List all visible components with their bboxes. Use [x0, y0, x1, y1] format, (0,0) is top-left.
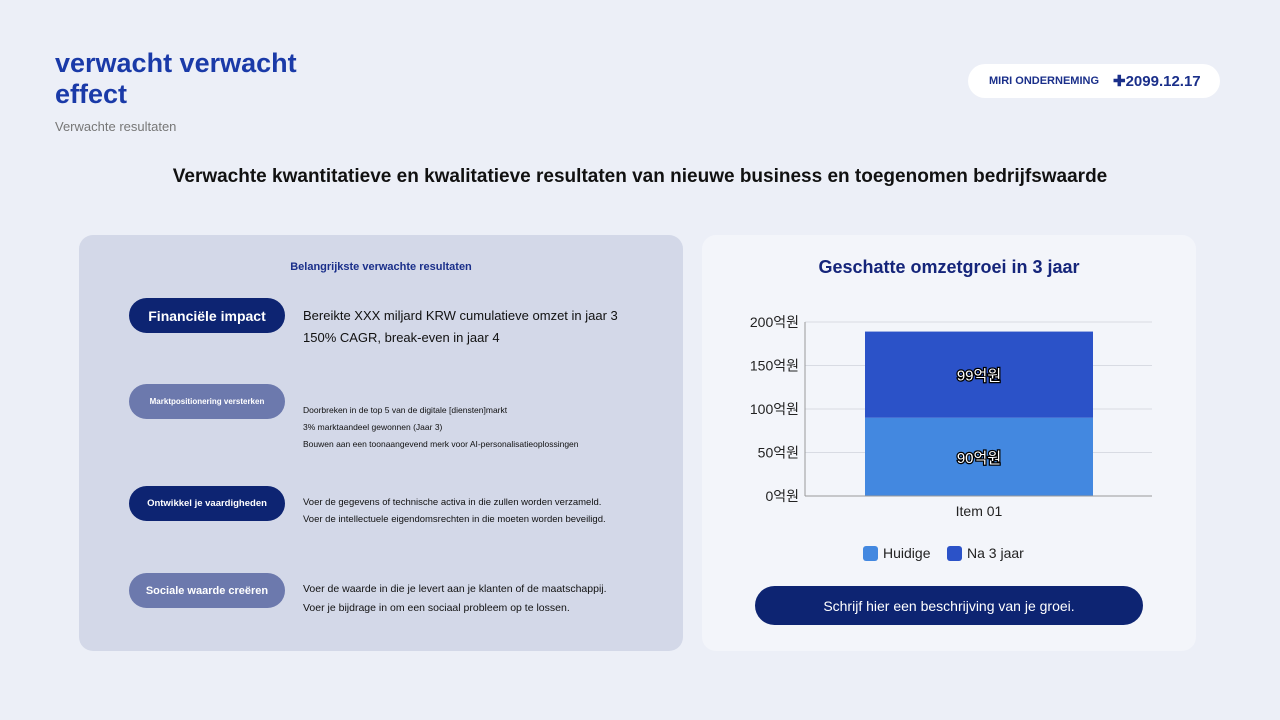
headline: Verwachte kwantitatieve en kwalitatieve …: [172, 166, 1108, 187]
y-tick-label: 50억원: [758, 445, 799, 461]
desc-line: 3% marktaandeel gewonnen (Jaar 3): [303, 422, 443, 432]
legend-label: Na 3 jaar: [967, 545, 1024, 561]
y-tick-label: 150억원: [750, 358, 799, 374]
desc-line: Doorbreken in de top 5 van de digitale […: [303, 405, 508, 415]
pill-market: Marktpositionering versterken: [129, 384, 285, 419]
y-tick-label: 100억원: [750, 401, 799, 417]
desc-skills: Voer de gegevens of technische activa in…: [303, 494, 606, 528]
desc-line: 150% CAGR, break-even in jaar 4: [303, 330, 500, 345]
pill-social: Sociale waarde creëren: [129, 573, 285, 608]
company-badge: MIRI ONDERNEMING ✚2099.12.17: [968, 64, 1220, 98]
desc-line: Voer de waarde in die je levert aan je k…: [303, 583, 607, 595]
desc-social: Voer de waarde in die je levert aan je k…: [303, 580, 607, 618]
legend-swatch: [863, 546, 878, 561]
legend-label: Huidige: [883, 545, 931, 561]
date: ✚2099.12.17: [1113, 73, 1201, 90]
pill-skills: Ontwikkel je vaardigheden: [129, 486, 285, 521]
pill-financial-impact: Financiële impact: [129, 298, 285, 333]
data-label: 90억원: [957, 450, 1001, 467]
desc-line: Voer je bijdrage in om een sociaal probl…: [303, 602, 570, 614]
company-name: MIRI ONDERNEMING: [989, 75, 1099, 87]
x-tick-label: Item 01: [956, 503, 1003, 519]
chart: 0억원 50억원 100억원 150억원 200억원 90억원 99억원 Item 01 Hui…: [750, 314, 1152, 561]
page-subtitle: Verwachte resultaten: [55, 119, 177, 134]
bar-na-3-jaar: [865, 331, 1093, 418]
chart-panel: Geschatte omzetgroei in 3 jaar 0억원 50억원 10…: [702, 235, 1196, 651]
plus-icon: ✚: [1113, 73, 1126, 90]
y-tick-label: 0억원: [765, 488, 799, 504]
data-label: 99억원: [957, 368, 1001, 385]
desc-line: Bereikte XXX miljard KRW cumulatieve omz…: [303, 308, 618, 323]
results-heading: Belangrijkste verwachte resultaten: [290, 261, 472, 273]
desc-line: Voer de intellectuele eigendomsrechten i…: [303, 514, 606, 525]
desc-line: Voer de gegevens of technische activa in…: [303, 497, 602, 508]
page-title: verwacht verwacht effect: [55, 48, 297, 109]
results-panel: Belangrijkste verwachte resultaten Finan…: [79, 235, 683, 651]
growth-description-button[interactable]: Schrijf hier een beschrijving van je gro…: [755, 586, 1143, 625]
bar-huidige: [865, 417, 1093, 496]
legend-swatch: [947, 546, 962, 561]
chart-title: Geschatte omzetgroei in 3 jaar: [818, 257, 1080, 277]
y-tick-label: 200억원: [750, 314, 799, 330]
desc-market: Doorbreken in de top 5 van de digitale […: [303, 402, 579, 453]
desc-financial: Bereikte XXX miljard KRW cumulatieve omz…: [303, 305, 618, 349]
desc-line: Bouwen aan een toonaangevend merk voor A…: [303, 439, 579, 449]
